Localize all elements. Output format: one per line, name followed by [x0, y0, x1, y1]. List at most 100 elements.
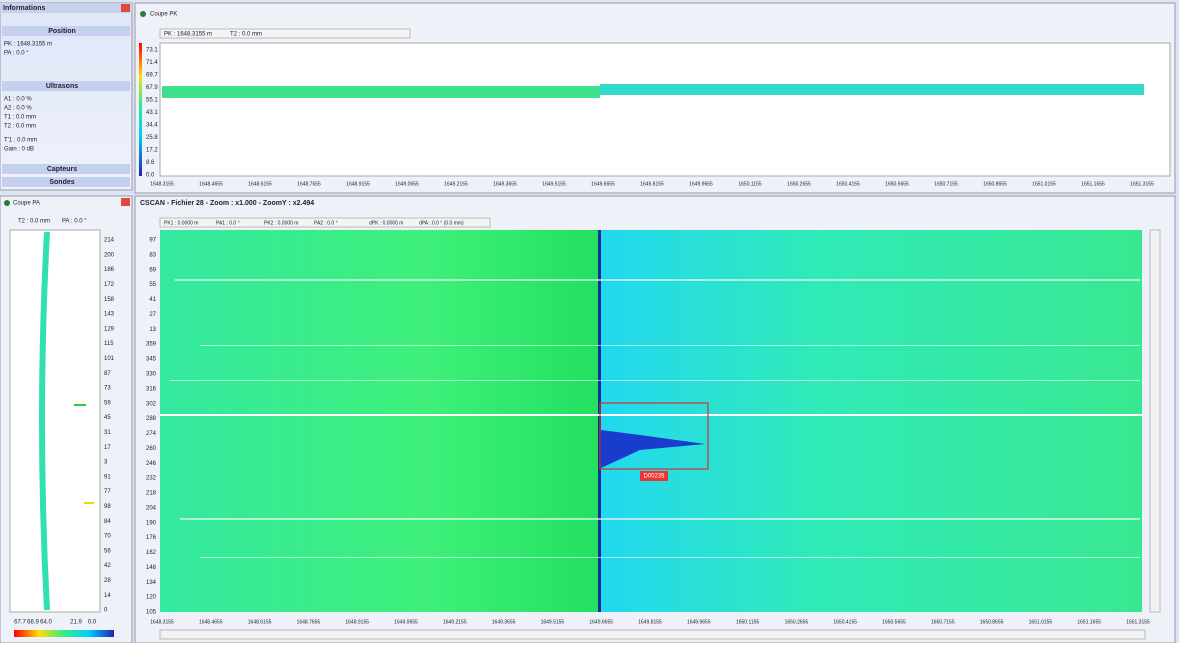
y-tick-label: 43.1	[146, 110, 158, 116]
y-tick-label: 13	[149, 327, 156, 333]
info-line: T1 : 0.0 mm	[4, 115, 36, 121]
x-tick-label: 1649.8155	[640, 181, 664, 187]
x-tick-label: 1650.8655	[980, 619, 1004, 625]
y-tick-label: 105	[146, 610, 157, 616]
y-tick-label: 55.1	[146, 98, 158, 104]
y-tick-label: 214	[104, 238, 115, 244]
y-tick-label: 25.8	[146, 135, 158, 141]
x-tick-label: 1648.7655	[297, 619, 321, 625]
info-title: Informations	[3, 5, 45, 12]
color-scale	[139, 43, 142, 176]
position-header[interactable]	[2, 26, 130, 36]
info-line: A2 : 0.0 %	[4, 106, 32, 112]
close-button[interactable]	[121, 198, 130, 206]
x-tick-label: 1651.3155	[1126, 619, 1150, 625]
x-tick-label: 1649.5155	[542, 181, 566, 187]
y-tick-label: 120	[146, 595, 157, 601]
y-tick-label: 232	[146, 476, 157, 482]
x-tick-label: 1648.4655	[199, 181, 223, 187]
x-tick-label: 1650.1155	[738, 181, 761, 187]
coupe-pa-t2: T2 : 0.0 mm	[18, 219, 50, 225]
defect-label-bg[interactable]	[640, 471, 668, 481]
cursor-line	[160, 414, 1142, 416]
coupe-pk-title: Coupe PK	[150, 12, 177, 18]
y-tick-label: 45	[104, 415, 111, 421]
y-tick-label: 218	[146, 491, 157, 497]
x-tick-label: 1650.4155	[833, 619, 857, 625]
y-tick-label: 91	[104, 474, 111, 480]
y-tick-label: 14	[104, 593, 111, 599]
defect-label: D00235	[643, 474, 665, 480]
pa-text: PA : 0.0 °	[4, 51, 29, 57]
y-tick-label: 0.0	[146, 173, 155, 179]
ultrasons-label: Ultrasons	[46, 83, 78, 90]
x-tick-label: 1650.7155	[931, 619, 955, 625]
y-tick-label: 17	[104, 445, 111, 451]
y-tick-label: 190	[146, 520, 157, 526]
cscan-field: dPA : 0.0 ° (0.0 mm)	[419, 220, 464, 226]
x-tick-label: 1649.8155	[638, 619, 662, 625]
x-tick-label: 1650.7155	[934, 181, 958, 187]
color-bar	[14, 630, 114, 637]
close-button[interactable]	[121, 4, 130, 12]
x-tick-label: 1649.6655	[589, 619, 613, 625]
scale-label: 64.0	[40, 620, 52, 626]
y-tick-label: 97	[149, 238, 156, 244]
x-tick-label: 1650.5655	[885, 181, 909, 187]
cscan-right	[600, 230, 1142, 612]
x-tick-label: 1648.9155	[345, 619, 369, 625]
pa-profile	[39, 232, 50, 610]
cscan-field: PA1 : 0.0 °	[216, 220, 240, 226]
pa-mark	[74, 404, 86, 406]
y-tick-label: 70	[104, 534, 111, 540]
x-tick-label: 1650.8655	[983, 181, 1007, 187]
cscan-field: dPK : 0.0000 m	[369, 220, 403, 226]
y-tick-label: 172	[104, 282, 115, 288]
y-tick-label: 345	[146, 357, 157, 363]
x-tick-label: 1651.1655	[1077, 619, 1101, 625]
y-tick-label: 0	[104, 608, 108, 614]
pk-profile-left	[162, 86, 600, 98]
y-tick-label: 260	[146, 446, 157, 452]
pk-text: PK : 1648.3155 m	[4, 42, 52, 48]
x-tick-label: 1651.3155	[1130, 181, 1154, 187]
coupe-pk-pk: PK : 1648.3155 m	[164, 32, 212, 38]
v-scrollbar[interactable]	[1149, 229, 1161, 613]
cscan-status	[159, 217, 491, 228]
position-label: Position	[48, 28, 76, 35]
y-tick-label: 67.9	[146, 85, 158, 91]
y-tick-label: 59	[104, 400, 111, 406]
y-tick-label: 28	[104, 578, 111, 584]
x-tick-label: 1649.9655	[687, 619, 711, 625]
y-tick-label: 55	[149, 282, 156, 288]
defect-indication	[601, 430, 705, 468]
y-tick-label: 204	[146, 505, 157, 511]
pa-mark	[84, 502, 94, 504]
y-tick-label: 42	[104, 563, 111, 569]
info-line: A1 : 0.0 %	[4, 97, 32, 103]
y-tick-label: 162	[146, 550, 157, 556]
coupe-pk-t2: T2 : 0.0 mm	[230, 32, 262, 38]
y-tick-label: 148	[146, 565, 157, 571]
y-tick-label: 98	[104, 504, 111, 510]
y-tick-label: 69.7	[146, 73, 158, 79]
y-tick-label: 134	[146, 580, 157, 586]
defect-box[interactable]	[599, 402, 709, 470]
capteurs-header[interactable]	[2, 164, 130, 174]
y-tick-label: 73	[104, 386, 111, 392]
info-line: T2 : 0.0 mm	[4, 124, 36, 130]
coupe-pk-plot	[159, 42, 1171, 177]
cscan-title: CSCAN - Fichier 28 - Zoom : x1.000 - Zoo…	[140, 200, 314, 207]
cscan-field: PA2 : 0.0 °	[314, 220, 338, 226]
y-tick-label: 186	[104, 267, 115, 273]
y-tick-label: 3	[104, 460, 108, 466]
y-tick-label: 330	[146, 371, 157, 377]
y-tick-label: 302	[146, 401, 157, 407]
sondes-label: Sondes	[49, 179, 74, 186]
ultrasons-header[interactable]	[2, 81, 130, 91]
cscan-field: PK2 : 0.0000 m	[264, 220, 298, 226]
h-scrollbar[interactable]	[159, 629, 1146, 640]
capteurs-label: Capteurs	[47, 166, 77, 173]
panel-icon	[4, 200, 10, 206]
sondes-header[interactable]	[2, 177, 130, 187]
